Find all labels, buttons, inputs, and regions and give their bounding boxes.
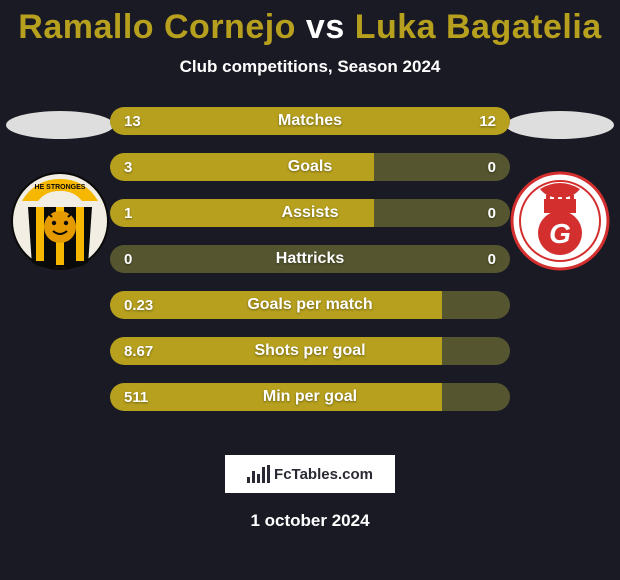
stat-label: Goals	[288, 158, 332, 176]
logo-text: FcTables.com	[274, 466, 373, 483]
stat-label: Hattricks	[276, 250, 344, 268]
stat-row: 511 Min per goal	[110, 383, 510, 411]
player1-name: Ramallo Cornejo	[18, 8, 296, 46]
stat-row: 0 Hattricks 0	[110, 245, 510, 273]
stat-value-left: 13	[124, 113, 141, 130]
stat-value-left: 3	[124, 159, 132, 176]
player2-photo-placeholder	[506, 111, 614, 139]
subtitle: Club competitions, Season 2024	[0, 57, 620, 77]
player1-column: HE STRONGES	[0, 107, 120, 271]
stat-value-left: 511	[124, 389, 148, 406]
stat-value-right: 0	[488, 159, 496, 176]
comparison-panel: HE STRONGES	[0, 107, 620, 427]
stat-label: Matches	[278, 112, 342, 130]
stat-value-left: 1	[124, 205, 132, 222]
stats-bars: 13 Matches 12 3 Goals 0 1 Assists 0 0 Hattricks 0 0.…	[110, 107, 510, 411]
stat-row: 0.23 Goals per match	[110, 291, 510, 319]
stat-value-right: 12	[479, 113, 496, 130]
svg-text:HE STRONGES: HE STRONGES	[35, 184, 86, 191]
stat-row: 13 Matches 12	[110, 107, 510, 135]
vs-text: vs	[306, 8, 345, 46]
stat-row: 8.67 Shots per goal	[110, 337, 510, 365]
svg-text:G: G	[549, 218, 571, 249]
stat-label: Assists	[282, 204, 339, 222]
stat-label: Min per goal	[263, 388, 357, 406]
player2-club-badge: G	[510, 171, 610, 271]
stat-value-left: 8.67	[124, 343, 153, 360]
date-label: 1 october 2024	[0, 511, 620, 531]
stat-bar-left	[110, 153, 374, 181]
stat-value-left: 0	[124, 251, 132, 268]
stat-row: 1 Assists 0	[110, 199, 510, 227]
stat-value-left: 0.23	[124, 297, 153, 314]
player1-club-badge: HE STRONGES	[10, 171, 110, 271]
player1-photo-placeholder	[6, 111, 114, 139]
stat-row: 3 Goals 0	[110, 153, 510, 181]
stat-label: Shots per goal	[254, 342, 365, 360]
player2-name: Luka Bagatelia	[355, 8, 602, 46]
page-title: Ramallo Cornejo vs Luka Bagatelia	[0, 0, 620, 47]
player2-column: G	[500, 107, 620, 271]
stat-label: Goals per match	[247, 296, 372, 314]
stat-value-right: 0	[488, 251, 496, 268]
fctables-logo: FcTables.com	[225, 455, 395, 493]
logo-bars-icon	[247, 465, 270, 483]
stat-value-right: 0	[488, 205, 496, 222]
